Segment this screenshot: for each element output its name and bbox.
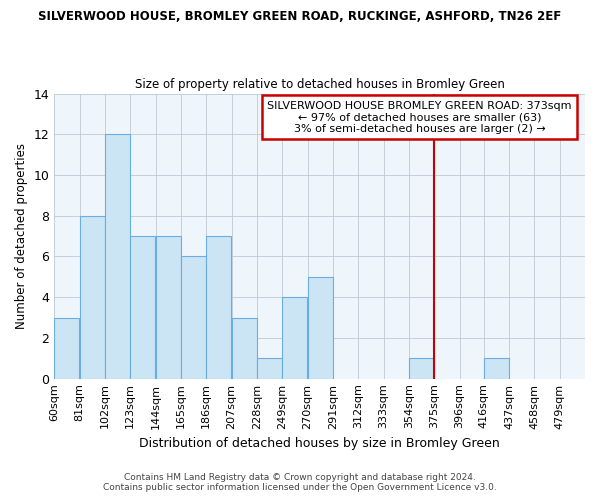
Bar (257, 358, 282, 378)
Text: SILVERWOOD HOUSE BROMLEY GREEN ROAD: 373sqm
← 97% of detached houses are smaller: SILVERWOOD HOUSE BROMLEY GREEN ROAD: 373… (267, 100, 572, 134)
Bar (55, 318, 79, 378)
Bar (308, 277, 333, 378)
Bar (283, 297, 307, 378)
Bar (484, 358, 509, 378)
Bar (409, 358, 434, 378)
Text: Contains HM Land Registry data © Crown copyright and database right 2024.
Contai: Contains HM Land Registry data © Crown c… (103, 473, 497, 492)
Bar (80, 216, 105, 378)
Bar (206, 236, 232, 378)
Bar (181, 256, 206, 378)
Bar (130, 236, 155, 378)
Bar (105, 134, 130, 378)
Text: SILVERWOOD HOUSE, BROMLEY GREEN ROAD, RUCKINGE, ASHFORD, TN26 2EF: SILVERWOOD HOUSE, BROMLEY GREEN ROAD, RU… (38, 10, 562, 23)
X-axis label: Distribution of detached houses by size in Bromley Green: Distribution of detached houses by size … (139, 437, 500, 450)
Y-axis label: Number of detached properties: Number of detached properties (15, 143, 28, 329)
Title: Size of property relative to detached houses in Bromley Green: Size of property relative to detached ho… (135, 78, 505, 91)
Bar (232, 318, 257, 378)
Bar (156, 236, 181, 378)
